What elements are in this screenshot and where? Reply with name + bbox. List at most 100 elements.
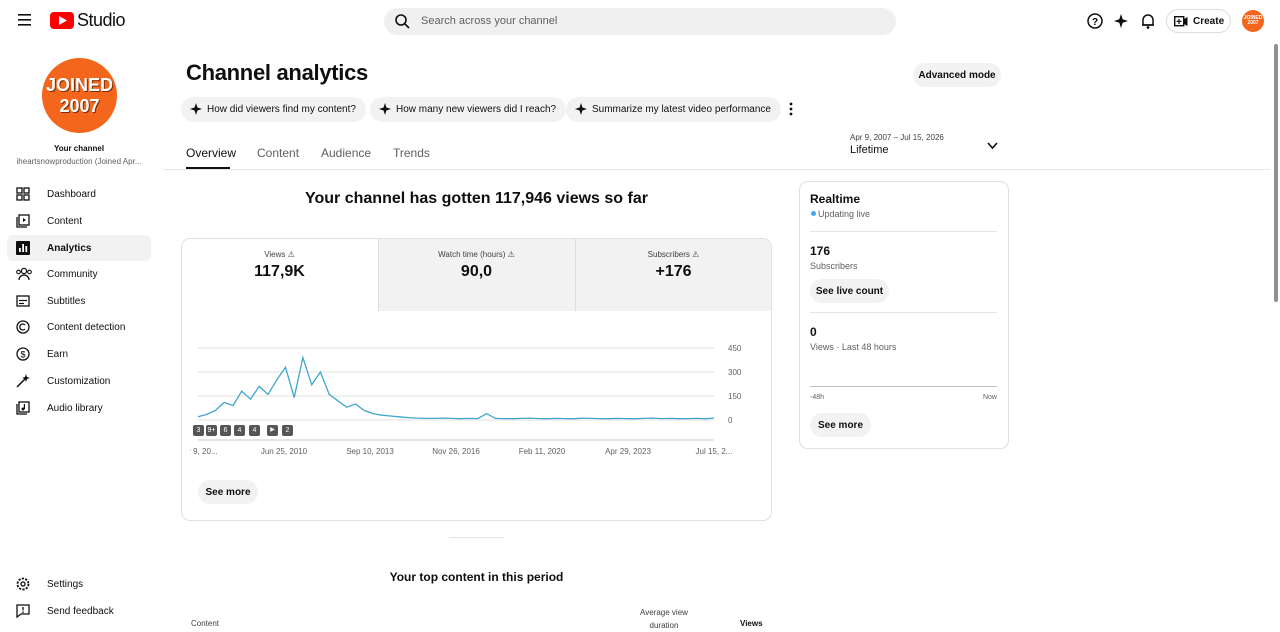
badge-video[interactable]: ▶ [267, 425, 278, 436]
nav-icon [16, 241, 30, 255]
nav-item-active[interactable]: Analytics [7, 235, 151, 261]
x-tick-label: Jul 15, 2... [696, 447, 733, 456]
help-icon[interactable]: ? [1087, 13, 1103, 29]
x-tick-label: Apr 29, 2023 [605, 447, 651, 456]
nav-item[interactable]: $ Earn [7, 341, 151, 367]
tab[interactable]: Content [257, 146, 300, 160]
svg-text:?: ? [1092, 17, 1098, 28]
nav-label: Earn [47, 348, 69, 360]
create-label: Create [1193, 16, 1225, 27]
suggestion-chip[interactable]: How did viewers find my content? [181, 97, 366, 122]
metric-label: Watch time (hours) [438, 250, 506, 259]
badge[interactable]: 3 [193, 425, 204, 436]
tab[interactable]: Trends [393, 146, 430, 160]
x-tick-label: Sep 10, 2013 [346, 447, 394, 456]
chart-card [181, 238, 772, 521]
see-more-button[interactable]: See more [198, 480, 258, 504]
nav-item[interactable]: Dashboard [7, 181, 151, 207]
summary: Your channel has gotten 117,946 views so… [305, 190, 648, 207]
period-dropdown-icon[interactable] [987, 142, 998, 150]
scrollbar[interactable] [1274, 44, 1278, 302]
nav-label: Settings [47, 578, 84, 590]
column-header: Content [191, 619, 220, 628]
badge[interactable]: 6 [220, 425, 231, 436]
badge[interactable]: 9+ [206, 425, 217, 436]
ai-icon[interactable] [1114, 14, 1128, 28]
nav-item[interactable]: Subtitles [7, 288, 151, 314]
nav-item[interactable]: Audio library [7, 395, 151, 421]
live-dot [811, 211, 816, 216]
advanced-mode-button[interactable]: Advanced mode [913, 63, 1001, 87]
channel-name: iheartsnowproduction (Joined Apr... [16, 157, 142, 166]
realtime-axis-end: Now [982, 394, 997, 401]
metric-label: Views [264, 250, 286, 259]
period[interactable]: Lifetime [850, 144, 889, 156]
metric[interactable]: Subscribers ⚠ +176 [575, 238, 772, 310]
notifications-icon[interactable] [1141, 13, 1155, 29]
nav-item[interactable]: Send feedback [7, 598, 151, 624]
logo-icon [50, 12, 74, 29]
channel-avatar[interactable]: JOINED 2007 [42, 58, 117, 133]
realtime-views: 0 [810, 325, 817, 339]
date-range: Apr 9, 2007 – Jul 15, 2026 [850, 133, 944, 142]
top-content-title: Your top content in this period [389, 570, 564, 584]
y-tick-label: 0 [728, 416, 733, 425]
suggestion-chip[interactable]: How many new viewers did I reach? [370, 97, 567, 122]
nav-icon [16, 401, 30, 415]
realtime-see-more-button[interactable]: See more [810, 413, 871, 437]
badge[interactable]: 4 [249, 425, 260, 436]
nav-icon [16, 577, 30, 591]
metric-value: 90,0 [460, 263, 493, 280]
live-count-button[interactable]: See live count [810, 279, 889, 303]
realtime-subscribers: 176 [810, 244, 831, 258]
tab-active[interactable]: Overview [186, 146, 237, 160]
nav-label: Send feedback [47, 605, 114, 617]
metric[interactable]: Watch time (hours) ⚠ 90,0 [378, 238, 575, 310]
avatar-line: 2007 [59, 96, 100, 116]
svg-text:$: $ [20, 350, 25, 360]
nav-item[interactable]: Customization [7, 368, 151, 394]
tab[interactable]: Audience [321, 146, 372, 160]
divider [449, 537, 504, 538]
channel-label: Your channel [53, 144, 105, 153]
create-icon [1174, 16, 1188, 27]
nav-label: Customization [47, 375, 111, 387]
badge[interactable]: 4 [234, 425, 245, 436]
divider [810, 231, 997, 232]
nav-item[interactable]: Settings [7, 571, 151, 597]
x-tick-label: Apr 9, 20... [190, 447, 218, 456]
suggestion-chip[interactable]: Summarize my latest video performance [566, 97, 781, 122]
search-icon [395, 14, 410, 29]
nav-label: Analytics [47, 242, 92, 254]
nav-icon [16, 267, 32, 281]
menu-icon[interactable] [18, 14, 32, 26]
metric-divider [575, 239, 576, 311]
metric-tabs-background [378, 239, 771, 311]
badge[interactable]: 2 [282, 425, 293, 436]
metric-value: +176 [655, 263, 692, 280]
search-box[interactable]: Search across your channel [384, 8, 896, 35]
nav-icon [16, 604, 30, 618]
nav-label: Content detection [47, 321, 126, 333]
nav-icon [16, 320, 30, 334]
nav-label: Audio library [47, 402, 103, 414]
realtime-status: Updating live [818, 209, 871, 219]
nav-icon [16, 295, 30, 307]
nav-item[interactable]: Community [7, 261, 151, 287]
metric[interactable]: Views ⚠ 117,9K [181, 238, 378, 310]
metric-divider [378, 239, 379, 311]
nav-item[interactable]: Content [7, 208, 151, 234]
realtime-axis [810, 386, 997, 387]
y-tick-label: 150 [728, 392, 742, 401]
create-button[interactable]: Create [1166, 9, 1231, 33]
views-chart: 0 150 300 450 Apr 9, 20... Jun 25, 2010 Sep 10… [190, 344, 742, 456]
nav-label: Dashboard [47, 188, 96, 200]
more-icon[interactable] [789, 102, 793, 116]
nav-icon [16, 214, 30, 228]
account-avatar[interactable]: JOINED 2007 [1242, 10, 1264, 32]
logo-text[interactable]: Studio [77, 10, 126, 30]
nav-icon [16, 187, 30, 201]
nav-item[interactable]: Content detection [7, 314, 151, 340]
nav-label: Content [47, 215, 83, 227]
nav-icon [16, 374, 30, 388]
